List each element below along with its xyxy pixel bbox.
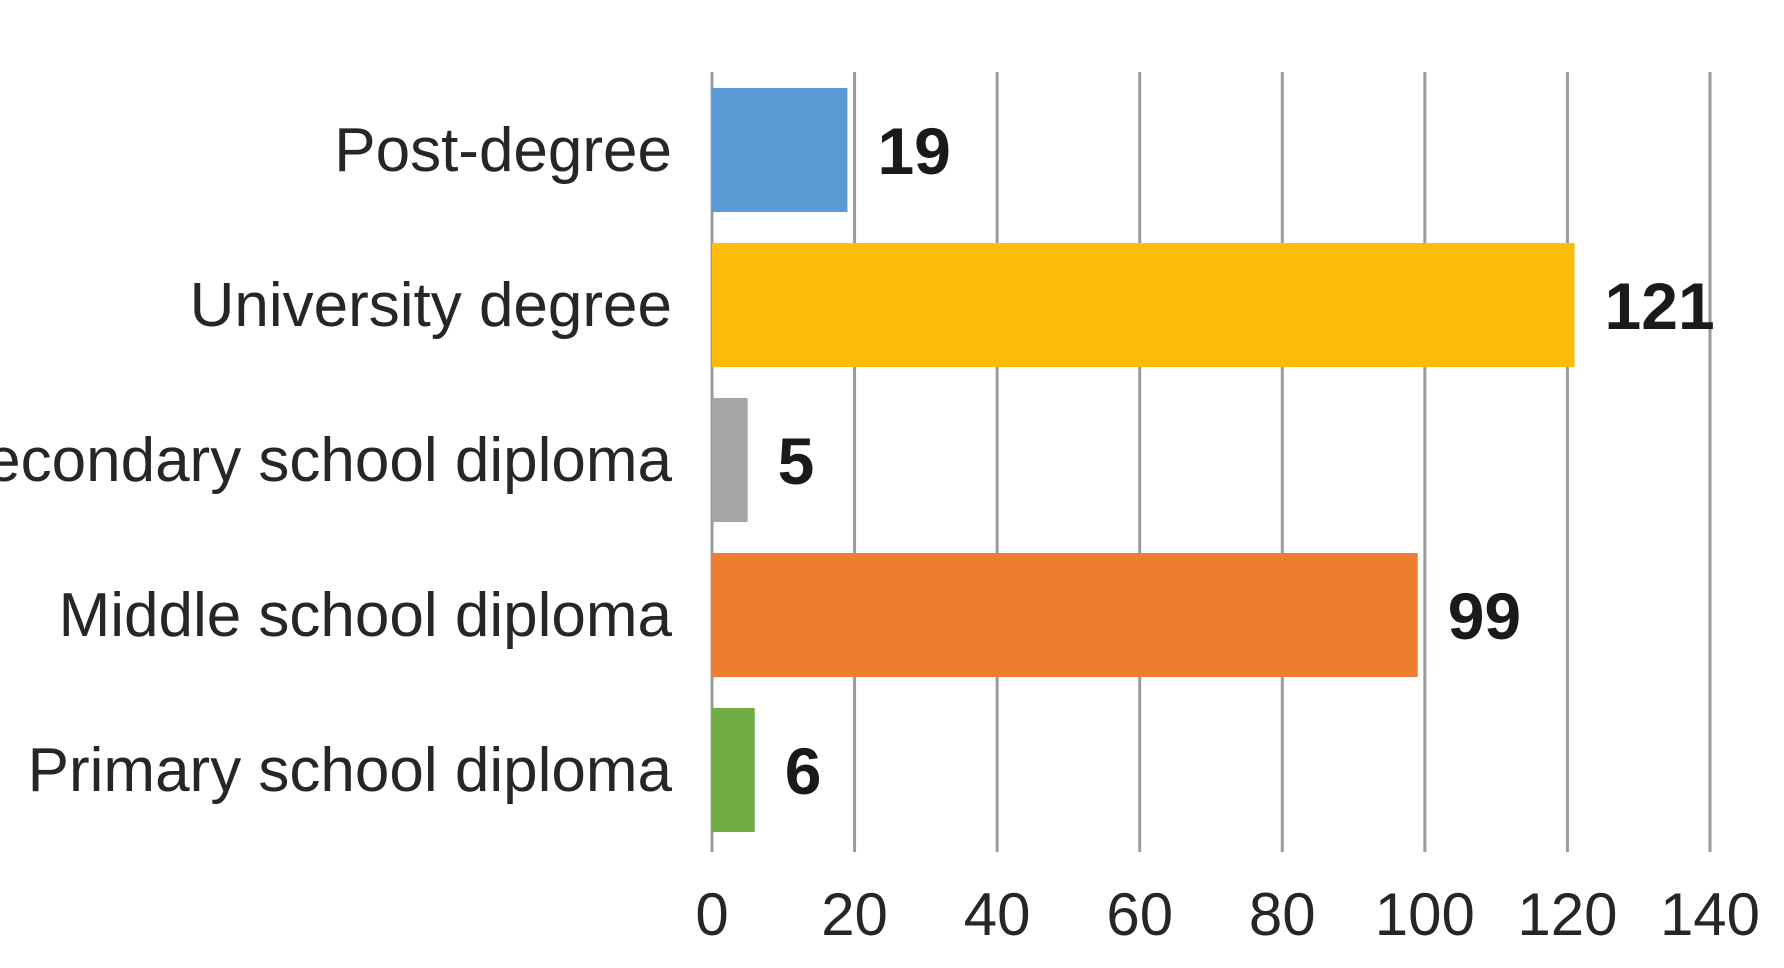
category-label-middle-school-diploma: Middle school diploma: [59, 581, 673, 650]
bar-primary-school-diploma: [712, 708, 755, 832]
bar-university-degree: [712, 243, 1575, 367]
category-label-primary-school-diploma: Primary school diploma: [28, 736, 673, 805]
value-labels: 19 121 5 99 6: [778, 114, 1715, 808]
category-label-secondary-school-diploma: Secondary school diploma: [0, 426, 673, 495]
value-label-middle-school-diploma: 99: [1448, 579, 1521, 653]
x-tick-label-60: 60: [1106, 881, 1173, 948]
bar-middle-school-diploma: [712, 553, 1418, 677]
category-label-university-degree: University degree: [190, 271, 672, 340]
x-tick-label-100: 100: [1375, 881, 1475, 948]
gridlines: [710, 72, 1712, 852]
x-tick-label-80: 80: [1249, 881, 1316, 948]
bar-post-degree: [712, 88, 848, 212]
x-tick-label-0: 0: [695, 881, 728, 948]
value-label-primary-school-diploma: 6: [785, 734, 822, 808]
value-label-secondary-school-diploma: 5: [778, 424, 815, 498]
x-tick-label-20: 20: [821, 881, 888, 948]
x-tick-label-40: 40: [964, 881, 1031, 948]
value-label-university-degree: 121: [1605, 269, 1715, 343]
value-label-post-degree: 19: [877, 114, 950, 188]
category-labels: Post-degree University degree Secondary sc…: [0, 116, 673, 805]
bars: [712, 88, 1575, 832]
x-axis-tick-labels: 0 20 40 60 80 100 120 140: [695, 881, 1760, 948]
category-label-post-degree: Post-degree: [334, 116, 672, 185]
x-tick-label-140: 140: [1660, 881, 1760, 948]
x-tick-label-120: 120: [1517, 881, 1617, 948]
bar-secondary-school-diploma: [712, 398, 748, 522]
